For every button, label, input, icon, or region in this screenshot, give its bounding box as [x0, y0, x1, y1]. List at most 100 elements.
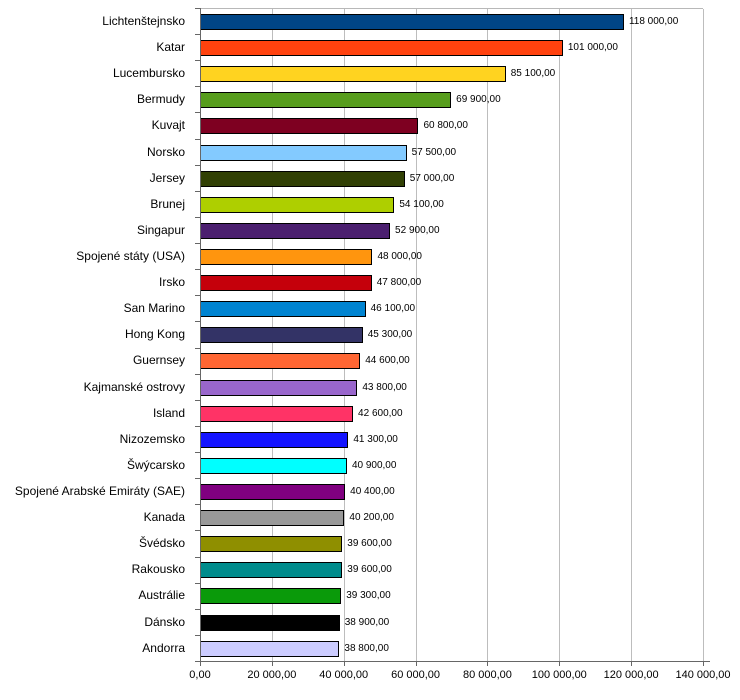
bar-row: 39 300,00 — [200, 583, 703, 609]
value-axis: 0,00 20 000,00 40 000,00 60 000,00 80 000,00… — [189, 669, 730, 685]
bar-value-label: 40 900,00 — [351, 459, 397, 471]
y-axis-tick — [195, 269, 200, 271]
bar-row: 42 600,00 — [200, 401, 703, 427]
bar-value-label: 42 600,00 — [358, 407, 403, 419]
bar — [200, 92, 452, 109]
category-label: San Marino — [123, 301, 185, 316]
bar — [200, 275, 372, 292]
bar — [200, 327, 363, 344]
y-axis-tick — [195, 243, 200, 245]
bar — [200, 614, 340, 631]
x-axis-line — [195, 661, 710, 662]
y-axis-tick — [195, 86, 200, 88]
category-label: Singapur — [136, 222, 185, 237]
y-axis-tick — [195, 216, 200, 218]
bar — [200, 222, 391, 239]
bar — [200, 588, 342, 605]
x-axis-tick-label: 100 000,00 — [531, 669, 587, 681]
y-axis-tick — [195, 608, 200, 610]
category-label: Kanada — [143, 510, 185, 525]
x-axis-tick-label: 80 000,00 — [462, 669, 512, 681]
gridline — [487, 9, 489, 662]
bar-row: 69 900,00 — [200, 87, 703, 113]
bar — [200, 562, 343, 579]
bar — [200, 353, 361, 370]
bar-row: 39 600,00 — [200, 531, 703, 557]
bar-value-label: 118 000,00 — [628, 16, 679, 28]
bar — [200, 118, 419, 135]
x-axis-tick-label: 60 000,00 — [391, 669, 441, 681]
bar-row: 47 800,00 — [200, 270, 703, 296]
bar — [200, 40, 563, 57]
x-axis-tick-label: 0,00 — [189, 669, 211, 681]
y-axis-tick — [195, 634, 200, 636]
category-label: Austrálie — [138, 588, 185, 603]
bar-value-label: 40 200,00 — [349, 512, 394, 524]
category-label: Švédsko — [138, 536, 185, 551]
y-axis-line — [200, 8, 201, 662]
y-axis-tick — [195, 190, 200, 192]
bar-value-label: 38 800,00 — [344, 642, 389, 654]
x-axis-tick-label: 40 000,00 — [319, 669, 369, 681]
bar — [200, 431, 349, 448]
category-label: Dánsko — [144, 614, 185, 629]
bar-row: 85 100,00 — [200, 61, 703, 87]
category-label: Nizozemsko — [119, 431, 185, 446]
x-axis-tick-label: 140 000,00 — [675, 669, 731, 681]
y-axis-tick — [195, 556, 200, 558]
x-axis-tick — [559, 661, 561, 666]
bar-row: 38 800,00 — [200, 636, 703, 662]
bar — [200, 196, 395, 213]
bar — [200, 405, 354, 422]
y-axis-tick — [195, 425, 200, 427]
y-axis-tick — [195, 34, 200, 36]
bar — [200, 536, 343, 553]
bar-value-label: 46 100,00 — [370, 303, 416, 315]
bar-row: 46 100,00 — [200, 296, 703, 322]
category-label: Jersey — [149, 170, 185, 185]
category-label: Spojené státy (USA) — [76, 249, 185, 264]
category-label: Kajmanské ostrovy — [83, 379, 185, 394]
category-label: Lichtenštejnsko — [102, 14, 185, 29]
bar — [200, 301, 366, 318]
bar-value-label: 48 000,00 — [377, 251, 422, 263]
gridline — [559, 9, 561, 662]
bar-value-label: 60 800,00 — [423, 120, 468, 132]
x-axis-tick-label: 120 000,00 — [603, 669, 659, 681]
bar-row: 52 900,00 — [200, 218, 703, 244]
category-label: Lucembursko — [112, 66, 185, 81]
category-label: Irsko — [158, 275, 185, 290]
bar-value-label: 57 500,00 — [411, 146, 457, 158]
y-axis-tick — [195, 60, 200, 62]
bar-row: 45 300,00 — [200, 322, 703, 348]
category-label: Rakousko — [131, 562, 185, 577]
y-axis-tick — [195, 138, 200, 140]
y-axis-tick — [195, 504, 200, 506]
category-label: Bermudy — [136, 92, 185, 107]
bar-value-label: 41 300,00 — [353, 433, 398, 445]
y-axis-tick — [195, 321, 200, 323]
category-label: Spojené Arabské Emiráty (SAE) — [14, 484, 185, 499]
bar-row: 41 300,00 — [200, 427, 703, 453]
category-label: Kuvajt — [151, 118, 185, 133]
bar — [200, 457, 347, 474]
bar-row: 101 000,00 — [200, 35, 703, 61]
bar-value-label: 54 100,00 — [399, 198, 444, 210]
bar-value-label: 39 300,00 — [346, 590, 391, 602]
bar — [200, 379, 358, 396]
y-axis-tick — [195, 661, 200, 662]
y-axis-tick — [195, 530, 200, 532]
x-axis-tick — [271, 661, 273, 666]
y-axis-tick — [195, 295, 200, 297]
bar — [200, 66, 506, 83]
y-axis-tick — [195, 452, 200, 454]
x-axis-tick — [343, 661, 345, 666]
bar-value-label: 38 900,00 — [344, 616, 390, 628]
x-axis-tick — [703, 661, 704, 666]
bar — [200, 484, 346, 501]
bar-row: 43 800,00 — [200, 375, 703, 401]
bar-value-label: 85 100,00 — [510, 68, 556, 80]
bar-row: 57 000,00 — [200, 166, 703, 192]
x-axis-tick — [200, 661, 201, 666]
